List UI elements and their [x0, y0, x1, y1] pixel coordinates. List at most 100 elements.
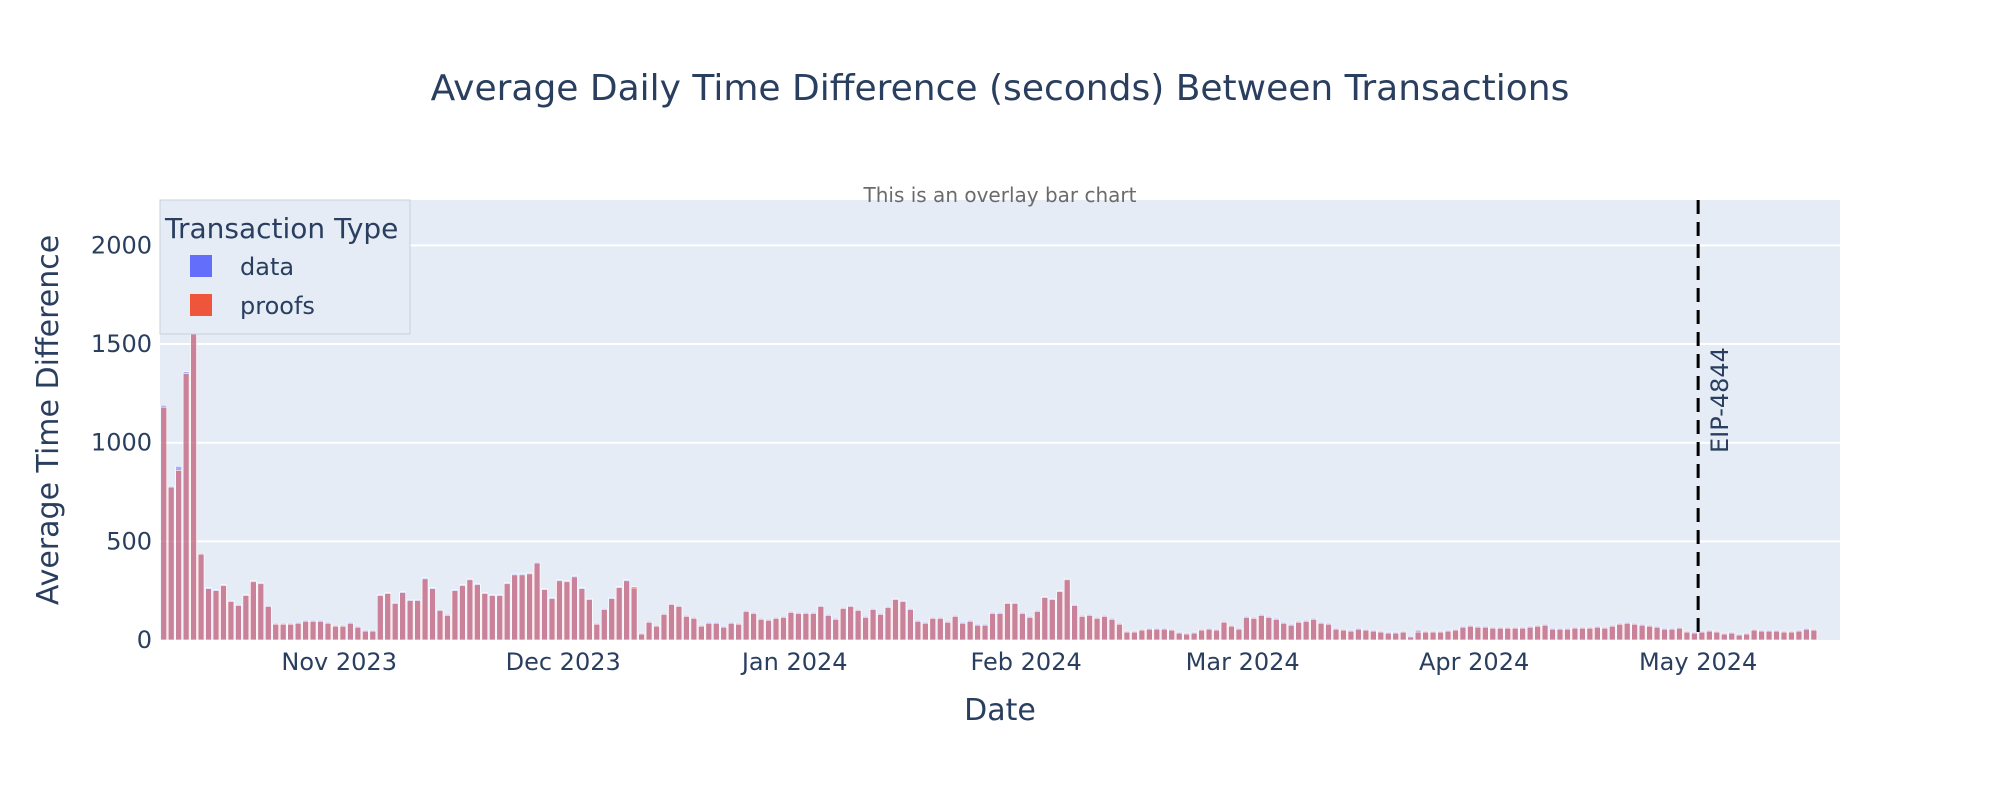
bar-proofs [936, 617, 944, 641]
bar-proofs [1564, 628, 1571, 641]
bar-proofs [1720, 633, 1728, 641]
bar-proofs [571, 576, 578, 641]
bar-proofs [1631, 623, 1638, 641]
bar-proofs [1355, 628, 1362, 641]
bar-proofs [1594, 626, 1601, 641]
bar-proofs [1019, 613, 1026, 641]
bar-proofs [1444, 630, 1452, 641]
bar-proofs [974, 624, 981, 641]
bar-proofs [1743, 633, 1750, 641]
bar-proofs [884, 607, 892, 641]
bar-proofs [391, 603, 399, 641]
bar-proofs [287, 623, 294, 641]
bar-proofs [1056, 591, 1064, 641]
bar-proofs [406, 600, 414, 641]
bar-proofs [1295, 621, 1302, 641]
bar-proofs [332, 625, 339, 641]
bar-proofs [294, 622, 302, 641]
bar-proofs [877, 614, 884, 641]
bar-proofs [1526, 626, 1534, 641]
bar-proofs [1429, 631, 1437, 641]
bar-proofs [854, 610, 862, 641]
y-axis-ticks: 0 500 1000 1500 2000 [91, 231, 152, 654]
bar-proofs [1034, 611, 1041, 641]
bar-proofs [996, 613, 1004, 641]
bar-proofs [1041, 597, 1049, 641]
bar-proofs [1153, 628, 1161, 641]
bar-proofs [780, 617, 787, 641]
bar-proofs [914, 620, 922, 641]
y-tick-label: 2000 [91, 231, 152, 259]
bar-proofs [1168, 629, 1176, 641]
bar-proofs [847, 606, 854, 641]
bar-proofs [1459, 626, 1467, 641]
bar-proofs [1706, 630, 1713, 641]
bar-proofs [563, 581, 571, 641]
legend-label-proofs[interactable]: proofs [240, 292, 315, 320]
bar-proofs [518, 574, 526, 641]
bar-proofs [832, 618, 840, 641]
bar-proofs [653, 625, 660, 641]
bar-proofs [1287, 624, 1295, 641]
bar-proofs [1437, 631, 1444, 641]
bar-proofs [638, 633, 645, 641]
bar-proofs [1571, 627, 1579, 641]
bar-proofs [1534, 625, 1541, 641]
bar-proofs [1556, 628, 1564, 641]
bar-proofs [167, 486, 175, 641]
bar-proofs [1414, 631, 1422, 641]
bar-proofs [1362, 629, 1370, 641]
y-tick-label: 0 [137, 626, 152, 654]
bar-proofs [1101, 616, 1108, 641]
bar-proofs [1549, 628, 1556, 641]
bar-proofs [182, 373, 190, 641]
bar-proofs [421, 578, 429, 641]
bar-proofs [1765, 630, 1773, 641]
bar-proofs [1698, 631, 1706, 641]
bar-proofs [1160, 628, 1168, 641]
y-axis-title: Average Time Difference [31, 235, 66, 605]
bar-proofs [264, 606, 272, 641]
bar-proofs [279, 623, 287, 641]
bar-proofs [459, 585, 466, 641]
bar-proofs [959, 622, 966, 641]
y-tick-label: 1500 [91, 330, 152, 358]
bar-proofs [1190, 632, 1198, 641]
legend-label-data[interactable]: data [240, 253, 294, 281]
bar-proofs [1661, 628, 1668, 641]
x-tick-label: Dec 2023 [506, 648, 621, 676]
bar-proofs [712, 622, 720, 641]
bar-proofs [242, 595, 250, 641]
grid-lines [160, 244, 1840, 543]
bar-proofs [548, 598, 556, 641]
bar-proofs [220, 585, 227, 641]
bar-proofs [989, 613, 996, 641]
bar-proofs [1676, 627, 1683, 641]
bar-proofs [1788, 631, 1795, 641]
bar-proofs [496, 595, 504, 641]
chart-subtitle: This is an overlay bar chart [863, 183, 1137, 207]
bar-proofs [1399, 631, 1407, 641]
bar-proofs [1496, 627, 1504, 641]
bar-proofs [302, 620, 309, 641]
bar-proofs [1071, 605, 1078, 641]
bar-proofs [1086, 615, 1093, 641]
bar-proofs [205, 588, 212, 641]
bar-proofs [839, 608, 847, 641]
x-tick-label: Nov 2023 [281, 648, 397, 676]
bar-proofs [362, 630, 369, 641]
bar-proofs [160, 406, 168, 641]
bar-proofs [474, 584, 481, 641]
bar-proofs [1116, 623, 1123, 641]
bar-proofs [1370, 630, 1377, 641]
bar-proofs [1302, 620, 1310, 641]
y-tick-label: 500 [106, 527, 152, 555]
bar-proofs [1063, 579, 1071, 641]
bar-proofs [250, 581, 257, 641]
event-marker: EIP-4844 [1696, 200, 1734, 640]
bar-proofs [414, 600, 421, 641]
bar-proofs [929, 617, 937, 641]
bar-proofs [810, 613, 817, 641]
bar-proofs [795, 613, 802, 641]
bar-proofs [1280, 622, 1288, 641]
